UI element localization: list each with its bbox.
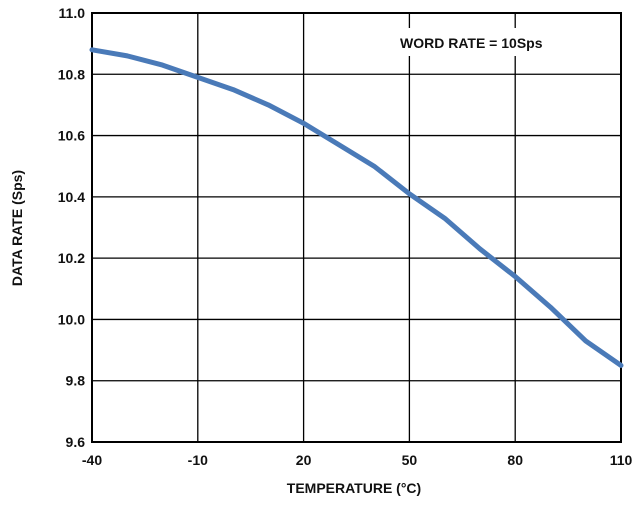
- x-axis-title: TEMPERATURE (°C): [287, 480, 421, 496]
- annotation-background: [392, 28, 610, 56]
- y-tick-label: 10.0: [58, 311, 85, 327]
- y-tick-label: 9.8: [66, 373, 86, 389]
- data-rate-line: [89, 47, 624, 368]
- x-tick-label: 80: [507, 452, 523, 468]
- y-tick-label: 10.2: [58, 250, 85, 266]
- x-tick-label: 110: [610, 452, 633, 468]
- x-tick-label: -40: [82, 452, 102, 468]
- grid: [91, 12, 622, 443]
- x-tick-label: 50: [402, 452, 418, 468]
- x-tick-label: -10: [188, 452, 208, 468]
- y-tick-label: 9.6: [66, 434, 86, 450]
- y-tick-label: 10.6: [58, 128, 85, 144]
- y-axis-title: DATA RATE (Sps): [9, 170, 25, 286]
- plot-frame: [91, 12, 622, 443]
- y-tick-label: 11.0: [59, 5, 86, 21]
- tick-labels: -40 -10 20 50 80 110 9.6 9.8 10.0 10.2 10.4 10.6 10.…: [58, 5, 633, 468]
- plot-area: [89, 47, 624, 368]
- x-tick-label: 20: [296, 452, 312, 468]
- y-tick-label: 10.4: [58, 189, 85, 205]
- annotation-word-rate: WORD RATE = 10Sps: [400, 35, 543, 51]
- y-tick-label: 10.8: [58, 66, 85, 82]
